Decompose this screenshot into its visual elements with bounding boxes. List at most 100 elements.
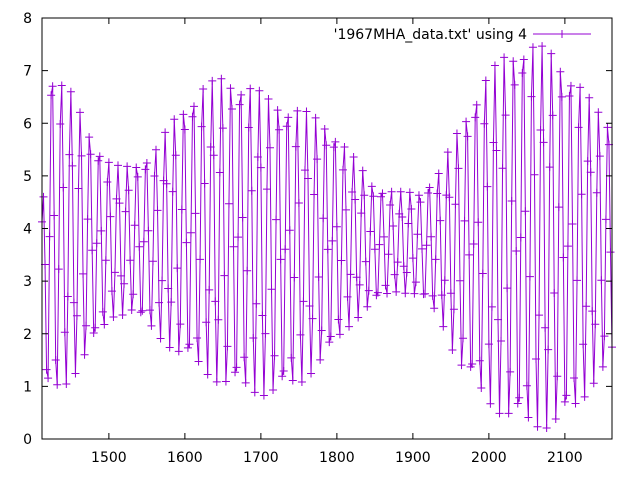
data-point-marker — [252, 299, 261, 308]
data-point-marker — [532, 354, 540, 363]
data-point-marker — [487, 302, 496, 311]
data-point-marker — [80, 350, 89, 359]
data-point-marker — [229, 242, 238, 251]
data-point-marker — [475, 356, 484, 365]
data-point-marker — [565, 91, 574, 100]
data-point-marker — [190, 102, 198, 111]
data-point-marker — [364, 286, 373, 295]
data-point-marker — [56, 120, 65, 129]
data-point-marker — [47, 91, 56, 100]
data-point-marker — [528, 43, 537, 52]
data-point-marker — [173, 264, 182, 273]
data-point-marker — [282, 122, 291, 131]
data-point-marker — [120, 279, 129, 288]
data-point-marker — [145, 306, 154, 315]
data-point-marker — [316, 355, 325, 364]
data-point-marker — [389, 221, 398, 230]
data-point-marker — [574, 123, 583, 132]
data-point-marker — [218, 124, 227, 133]
data-point-marker — [539, 138, 548, 147]
data-point-marker — [490, 61, 499, 70]
data-point-marker — [205, 285, 214, 294]
data-point-marker — [589, 379, 598, 388]
data-point-marker — [320, 124, 329, 133]
data-point-marker — [79, 269, 88, 278]
y-tick-label: 6 — [23, 116, 32, 132]
data-point-marker — [361, 257, 370, 266]
data-point-marker — [524, 413, 533, 422]
data-point-marker — [72, 311, 81, 320]
data-point-marker — [94, 156, 103, 165]
data-point-marker — [68, 161, 77, 170]
data-point-marker — [437, 291, 446, 300]
data-point-marker — [448, 345, 457, 354]
data-point-marker — [231, 368, 240, 377]
data-point-marker — [357, 209, 366, 218]
data-point-marker — [66, 87, 75, 96]
data-point-marker — [404, 219, 413, 228]
data-point-marker — [57, 81, 66, 90]
data-point-marker — [407, 205, 416, 214]
data-point-marker — [302, 107, 311, 116]
data-point-marker — [380, 232, 388, 241]
data-point-marker — [59, 183, 68, 192]
data-point-marker — [211, 297, 220, 306]
data-point-marker — [355, 280, 364, 289]
legend-label: '1967MHA_data.txt' using 4 — [334, 27, 527, 43]
data-point-marker — [313, 155, 322, 164]
legend-marker-sample — [558, 30, 566, 38]
data-point-marker — [291, 142, 300, 151]
data-point-marker — [592, 188, 601, 197]
data-point-marker — [553, 372, 562, 381]
data-point-marker — [156, 334, 165, 343]
data-point-marker — [42, 365, 51, 374]
data-point-marker — [76, 108, 84, 117]
data-point-marker — [193, 333, 202, 342]
data-point-marker — [533, 422, 542, 431]
data-point-marker — [498, 164, 507, 173]
data-point-marker — [110, 268, 119, 277]
data-point-marker — [241, 378, 250, 387]
data-point-marker — [424, 189, 433, 198]
data-point-marker — [147, 321, 156, 330]
data-point-marker — [106, 212, 115, 221]
series-line — [41, 46, 613, 429]
data-point-marker — [408, 254, 417, 263]
data-point-marker — [121, 207, 130, 216]
data-point-marker — [284, 113, 293, 122]
data-point-marker — [418, 244, 426, 253]
data-point-marker — [427, 232, 436, 241]
data-point-marker — [228, 104, 236, 113]
data-point-marker — [256, 163, 265, 172]
data-point-marker — [519, 55, 528, 64]
data-point-marker — [127, 306, 136, 315]
data-point-marker — [290, 273, 299, 282]
data-point-marker — [136, 308, 145, 317]
data-point-marker — [164, 284, 173, 293]
data-point-marker — [557, 92, 566, 101]
data-point-marker — [411, 278, 420, 287]
y-tick-label: 1 — [23, 379, 32, 395]
data-point-marker — [376, 192, 385, 201]
data-point-marker — [535, 311, 544, 320]
data-point-marker — [261, 329, 270, 338]
y-tick-label: 0 — [23, 432, 32, 448]
data-point-marker — [349, 152, 358, 161]
data-point-marker — [568, 219, 577, 228]
data-point-marker — [308, 314, 317, 323]
data-point-marker — [234, 233, 243, 242]
data-point-marker — [323, 245, 332, 254]
y-tick-label: 3 — [23, 274, 32, 290]
data-point-marker — [278, 372, 287, 381]
data-point-marker — [266, 143, 274, 152]
data-point-marker — [460, 216, 469, 225]
data-point-marker — [462, 117, 471, 126]
data-point-marker — [510, 80, 519, 89]
data-point-marker — [416, 198, 425, 207]
data-point-marker — [319, 214, 328, 223]
data-point-marker — [381, 281, 390, 290]
data-point-marker — [366, 227, 375, 236]
data-point-marker — [571, 399, 580, 408]
data-point-marker — [130, 221, 139, 230]
data-point-marker — [206, 143, 215, 152]
